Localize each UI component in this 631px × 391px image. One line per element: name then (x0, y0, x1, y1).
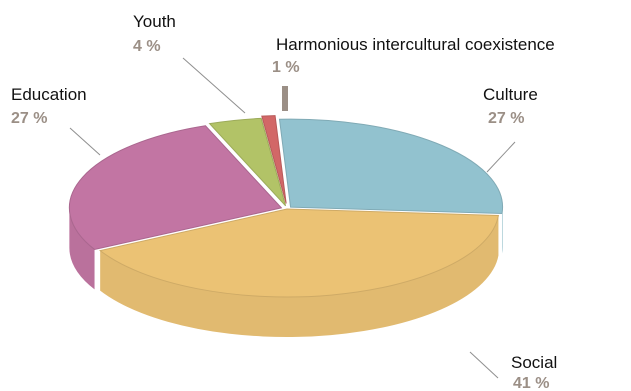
slice-value-harmonious-intercultural-coexistence: 1 % (272, 59, 300, 76)
slice-label-youth: Youth (133, 12, 176, 31)
pie-slice-social (99, 208, 500, 298)
slice-value-culture: 27 % (488, 110, 524, 127)
slice-value-education: 27 % (11, 110, 47, 127)
leader-line (486, 141, 516, 173)
pie-slice-youth (208, 117, 287, 207)
leader-lines (69, 57, 516, 379)
pie-slice-education (68, 125, 283, 250)
leader-line (69, 127, 101, 156)
leader-line (182, 57, 246, 114)
pie-side-culture (502, 207, 503, 254)
slice-label-education: Education (11, 85, 87, 104)
slice-label-culture: Culture (483, 85, 538, 104)
slice-value-youth: 4 % (133, 38, 161, 55)
pie-slice-harmonious-intercultural-coexistence (261, 115, 287, 204)
pie-slice-culture (278, 118, 504, 215)
slice-label-harmonious-intercultural-coexistence: Harmonious intercultural coexistence (276, 35, 555, 54)
pie-slice-tops (68, 115, 504, 298)
pie-side-social (100, 215, 499, 337)
slice-labels: Culture 27 % Social 41 % Education 27 % … (11, 12, 557, 391)
slice-value-social: 41 % (513, 375, 549, 391)
leader-tick-harmonious (282, 86, 288, 111)
pie-side-education (69, 207, 95, 290)
leader-line (469, 351, 499, 379)
slice-label-social: Social (511, 353, 557, 372)
pie-slice-sides (69, 207, 503, 337)
